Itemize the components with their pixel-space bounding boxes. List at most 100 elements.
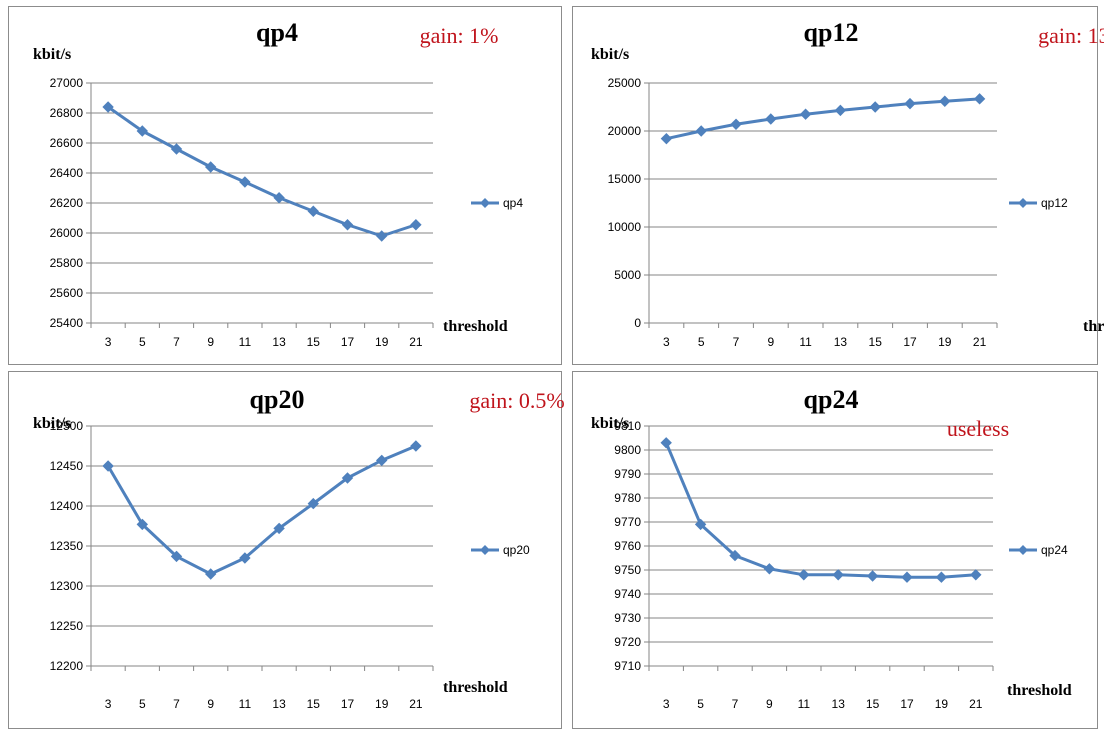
x-tick-label: 19 <box>935 697 949 711</box>
y-tick-label: 12200 <box>50 659 84 673</box>
data-point <box>799 108 812 120</box>
data-point <box>341 219 354 231</box>
y-tick-label: 9750 <box>614 563 641 577</box>
chart-title: qp12 <box>804 18 859 47</box>
y-tick-label: 26800 <box>50 106 84 120</box>
data-point <box>204 161 217 173</box>
x-tick-label: 3 <box>663 697 670 711</box>
y-tick-label: 20000 <box>608 124 642 138</box>
series-line-qp4 <box>107 105 417 238</box>
x-tick-label: 15 <box>307 697 321 711</box>
data-point <box>939 95 951 107</box>
y-tick-label: 0 <box>634 316 641 330</box>
x-tick-label: 19 <box>375 335 389 349</box>
data-point <box>307 497 320 510</box>
data-point <box>660 132 673 145</box>
x-axis-label: threshold <box>1083 318 1104 335</box>
y-tick-label: 9780 <box>614 491 641 505</box>
y-axis-label: kbit/s <box>591 46 629 63</box>
data-point <box>834 104 847 117</box>
data-point <box>375 230 388 242</box>
data-point <box>410 219 422 231</box>
legend-marker <box>480 545 490 555</box>
y-tick-label: 9790 <box>614 467 641 481</box>
x-tick-label: 13 <box>272 697 286 711</box>
x-tick-label: 21 <box>409 335 423 349</box>
x-tick-label: 11 <box>239 697 252 711</box>
data-point <box>170 143 183 155</box>
data-point <box>935 571 948 583</box>
chart-title: qp4 <box>256 18 298 47</box>
data-point <box>869 101 881 113</box>
x-tick-label: 13 <box>834 335 848 349</box>
legend-marker <box>1018 545 1028 555</box>
x-axis-label: threshold <box>443 318 508 335</box>
y-tick-label: 25800 <box>50 256 84 270</box>
y-tick-label: 5000 <box>614 268 641 282</box>
data-point <box>136 125 149 137</box>
y-tick-label: 12300 <box>50 579 84 593</box>
y-tick-label: 9810 <box>614 419 641 433</box>
y-tick-label: 9730 <box>614 611 641 625</box>
gain-annotation: gain: 13% <box>1038 23 1104 48</box>
y-tick-label: 15000 <box>608 172 642 186</box>
data-point <box>660 437 672 449</box>
data-point <box>904 97 916 110</box>
legend-label: qp4 <box>503 196 523 210</box>
x-tick-label: 13 <box>272 335 286 349</box>
y-axis-label: kbit/s <box>33 46 71 63</box>
y-tick-label: 9760 <box>614 539 641 553</box>
y-axis-label: kbit/s <box>33 415 71 432</box>
data-point <box>866 570 879 582</box>
x-tick-label: 17 <box>900 697 914 711</box>
series-line-qp12 <box>666 97 980 141</box>
x-tick-label: 17 <box>341 697 355 711</box>
data-point <box>273 192 285 204</box>
data-point <box>901 571 913 583</box>
y-tick-label: 9720 <box>614 635 641 649</box>
data-point <box>694 518 707 531</box>
x-tick-label: 11 <box>239 335 252 349</box>
x-tick-label: 21 <box>973 335 987 349</box>
x-tick-label: 21 <box>969 697 983 711</box>
data-point <box>239 176 251 188</box>
chart-title: qp20 <box>250 385 305 414</box>
y-tick-label: 26600 <box>50 136 84 150</box>
chart-panel-qp12: 0 5000 10000 15000 20000 25000 3 5 7 9 11 13 15 17 19 2… <box>572 6 1104 365</box>
data-point <box>970 569 982 581</box>
legend-marker <box>480 198 490 208</box>
series-line-qp20 <box>106 444 417 576</box>
y-tick-label: 26400 <box>50 166 84 180</box>
x-tick-label: 9 <box>766 697 773 711</box>
x-tick-label: 3 <box>105 335 112 349</box>
x-tick-label: 3 <box>105 697 112 711</box>
chart-panel-qp24: 9710 9720 9730 9740 9750 9760 9770 9780 9790 9800… <box>572 371 1098 729</box>
x-tick-label: 19 <box>375 697 389 711</box>
chart-title: qp24 <box>804 385 859 414</box>
x-tick-label: 17 <box>903 335 917 349</box>
x-axis-label: threshold <box>1007 682 1072 699</box>
legend-label: qp12 <box>1041 196 1068 210</box>
x-tick-label: 5 <box>139 335 146 349</box>
y-tick-label: 9800 <box>614 443 641 457</box>
gain-annotation: gain: 1% <box>420 23 499 48</box>
x-tick-label: 9 <box>207 335 214 349</box>
y-tick-label: 12500 <box>50 419 84 433</box>
x-tick-label: 21 <box>409 697 423 711</box>
data-point <box>729 549 741 562</box>
chart-panel-qp20: 12200 12250 12300 12350 12400 12450 12500 3 5 7 9 1… <box>8 371 565 729</box>
data-point <box>973 93 986 105</box>
x-tick-label: 9 <box>767 335 774 349</box>
chart-svg-qp4: 25400 25600 25800 26000 26200 26400 26600 26800… <box>33 18 523 349</box>
x-tick-label: 9 <box>207 697 214 711</box>
y-tick-label: 12250 <box>50 619 84 633</box>
y-tick-label: 26000 <box>50 226 84 240</box>
gain-annotation: useless <box>947 416 1009 441</box>
x-axis-label: threshold <box>443 679 508 696</box>
data-point <box>832 569 844 581</box>
y-tick-label: 9740 <box>614 587 641 601</box>
y-tick-label: 10000 <box>608 220 642 234</box>
data-point <box>765 113 777 125</box>
y-tick-label: 25600 <box>50 286 84 300</box>
data-point <box>239 552 251 564</box>
